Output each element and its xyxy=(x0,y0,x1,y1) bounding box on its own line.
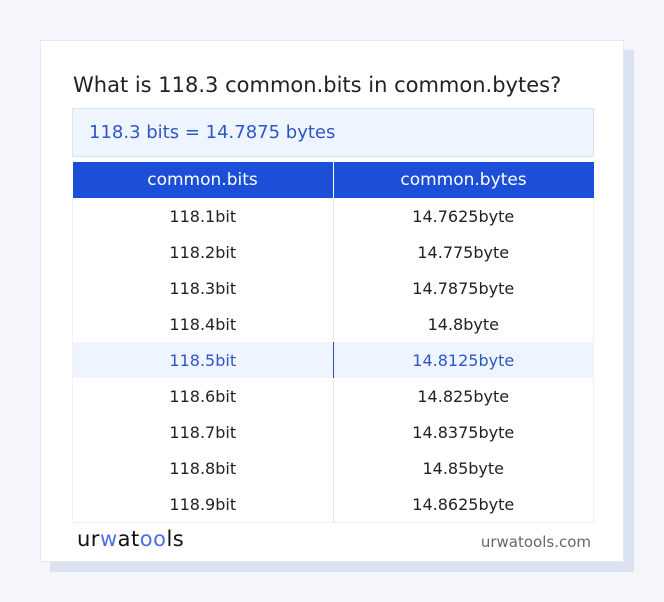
urwatools-logo[interactable]: urwatools xyxy=(77,527,185,551)
page-title: What is 118.3 common.bits in common.byte… xyxy=(73,73,562,97)
cell-bits: 118.8bit xyxy=(72,450,334,486)
table-row: 118.9bit 14.8625byte xyxy=(72,486,594,523)
cell-bits: 118.2bit xyxy=(72,234,334,270)
cell-bits: 118.9bit xyxy=(72,486,334,523)
site-link[interactable]: urwatools.com xyxy=(480,533,591,551)
cell-bytes: 14.7625byte xyxy=(333,198,594,234)
cell-bits: 118.3bit xyxy=(72,270,334,306)
cell-bytes: 14.8625byte xyxy=(333,486,594,523)
table-row: 118.7bit 14.8375byte xyxy=(72,414,594,450)
cell-bytes: 14.7875byte xyxy=(333,270,594,306)
cell-bits: 118.7bit xyxy=(72,414,334,450)
result-box: 118.3 bits = 14.7875 bytes xyxy=(72,108,594,157)
cell-bytes: 14.85byte xyxy=(333,450,594,486)
table-row: 118.4bit 14.8byte xyxy=(72,306,594,342)
table-row: 118.3bit 14.7875byte xyxy=(72,270,594,306)
table-row: 118.5bit 14.8125byte xyxy=(72,342,594,378)
table-header: common.bits common.bytes xyxy=(72,162,594,198)
cell-bits: 118.4bit xyxy=(72,306,334,342)
cell-bytes: 14.8125byte xyxy=(333,342,594,378)
cell-bits: 118.1bit xyxy=(72,198,334,234)
cell-bits: 118.5bit xyxy=(72,342,334,378)
cell-bytes: 14.825byte xyxy=(333,378,594,414)
header-bits: common.bits xyxy=(72,162,334,198)
cell-bytes: 14.775byte xyxy=(333,234,594,270)
table-row: 118.2bit 14.775byte xyxy=(72,234,594,270)
converter-card: What is 118.3 common.bits in common.byte… xyxy=(40,40,624,562)
table-row: 118.1bit 14.7625byte xyxy=(72,198,594,234)
table-row: 118.6bit 14.825byte xyxy=(72,378,594,414)
cell-bytes: 14.8375byte xyxy=(333,414,594,450)
conversion-table: common.bits common.bytes 118.1bit 14.7625… xyxy=(72,162,594,523)
cell-bytes: 14.8byte xyxy=(333,306,594,342)
header-bytes: common.bytes xyxy=(333,162,594,198)
cell-bits: 118.6bit xyxy=(72,378,334,414)
table-row: 118.8bit 14.85byte xyxy=(72,450,594,486)
